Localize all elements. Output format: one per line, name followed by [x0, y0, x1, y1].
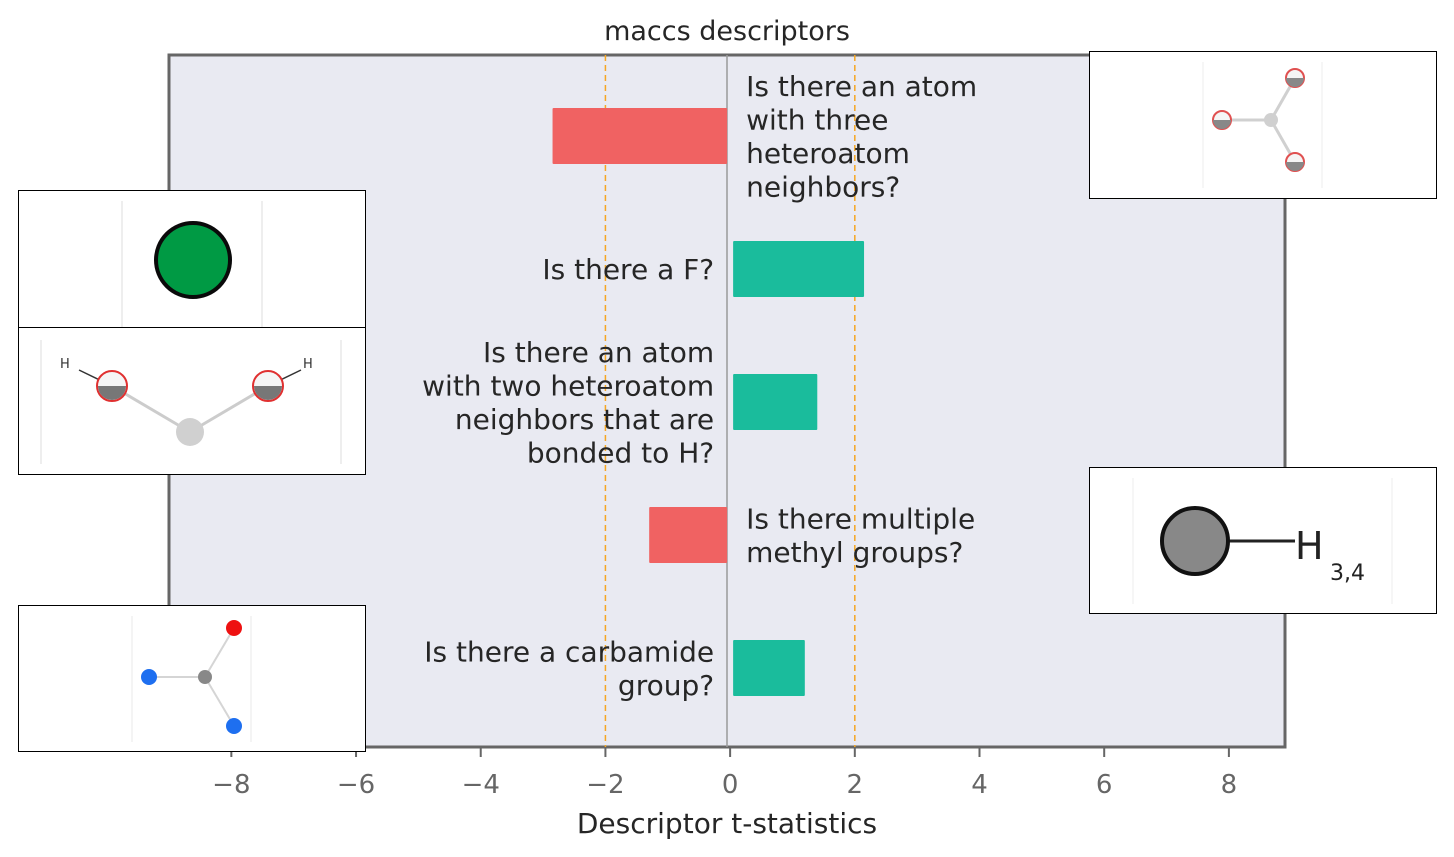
hydrogen-label: H [303, 357, 313, 372]
x-tick-label: −4 [462, 770, 500, 800]
inset-carbamide [18, 605, 366, 752]
x-tick-label: 4 [971, 770, 988, 800]
x-tick-label: 0 [722, 770, 739, 800]
hydrogen-label: H [60, 357, 70, 372]
bar [733, 241, 865, 297]
inset-methyl: H 3,4 [1089, 467, 1437, 614]
threshold-lines [604, 55, 856, 747]
chart-title: maccs descriptors [604, 16, 850, 47]
x-axis-ticks: −8 −6 −4 −2 0 2 4 6 8 [212, 747, 1237, 800]
category-labels: Is there an atom with three heteroatom neig… [422, 70, 977, 702]
inset-three-heteroatoms [1089, 51, 1437, 199]
x-tick-label: 6 [1096, 770, 1113, 800]
x-tick-label: −6 [337, 770, 375, 800]
molecule-carbamide-icon [131, 616, 252, 742]
methyl-h-label: H [1295, 524, 1324, 568]
x-tick-label: −2 [586, 770, 624, 800]
bar [733, 640, 805, 696]
category-label: Is there an atom with three heteroatom neig… [746, 70, 977, 204]
molecule-methyl-icon: H 3,4 [1132, 478, 1393, 604]
bar [649, 507, 728, 563]
inset-two-heteroatoms-h: H H [18, 327, 366, 475]
category-label: Is there a carbamide group? [424, 635, 714, 702]
bar [552, 108, 728, 164]
molecule-three-heteroatoms-icon [1202, 62, 1323, 188]
bar [733, 374, 818, 430]
methyl-subscript-label: 3,4 [1330, 561, 1365, 586]
x-tick-label: 2 [847, 770, 864, 800]
x-tick-label: 8 [1221, 770, 1238, 800]
category-label: Is there multiple methyl groups? [746, 502, 975, 569]
bars [552, 108, 865, 696]
x-tick-label: −8 [212, 770, 250, 800]
category-label: Is there an atom with two heteroatom neigh… [422, 336, 714, 470]
category-label: Is there a F? [542, 253, 714, 286]
inset-fluorine [18, 190, 366, 328]
fluorine-atom-icon [121, 201, 263, 327]
x-axis-label: Descriptor t-statistics [577, 807, 877, 840]
molecule-two-heteroatoms-h-icon: H H [40, 340, 342, 464]
